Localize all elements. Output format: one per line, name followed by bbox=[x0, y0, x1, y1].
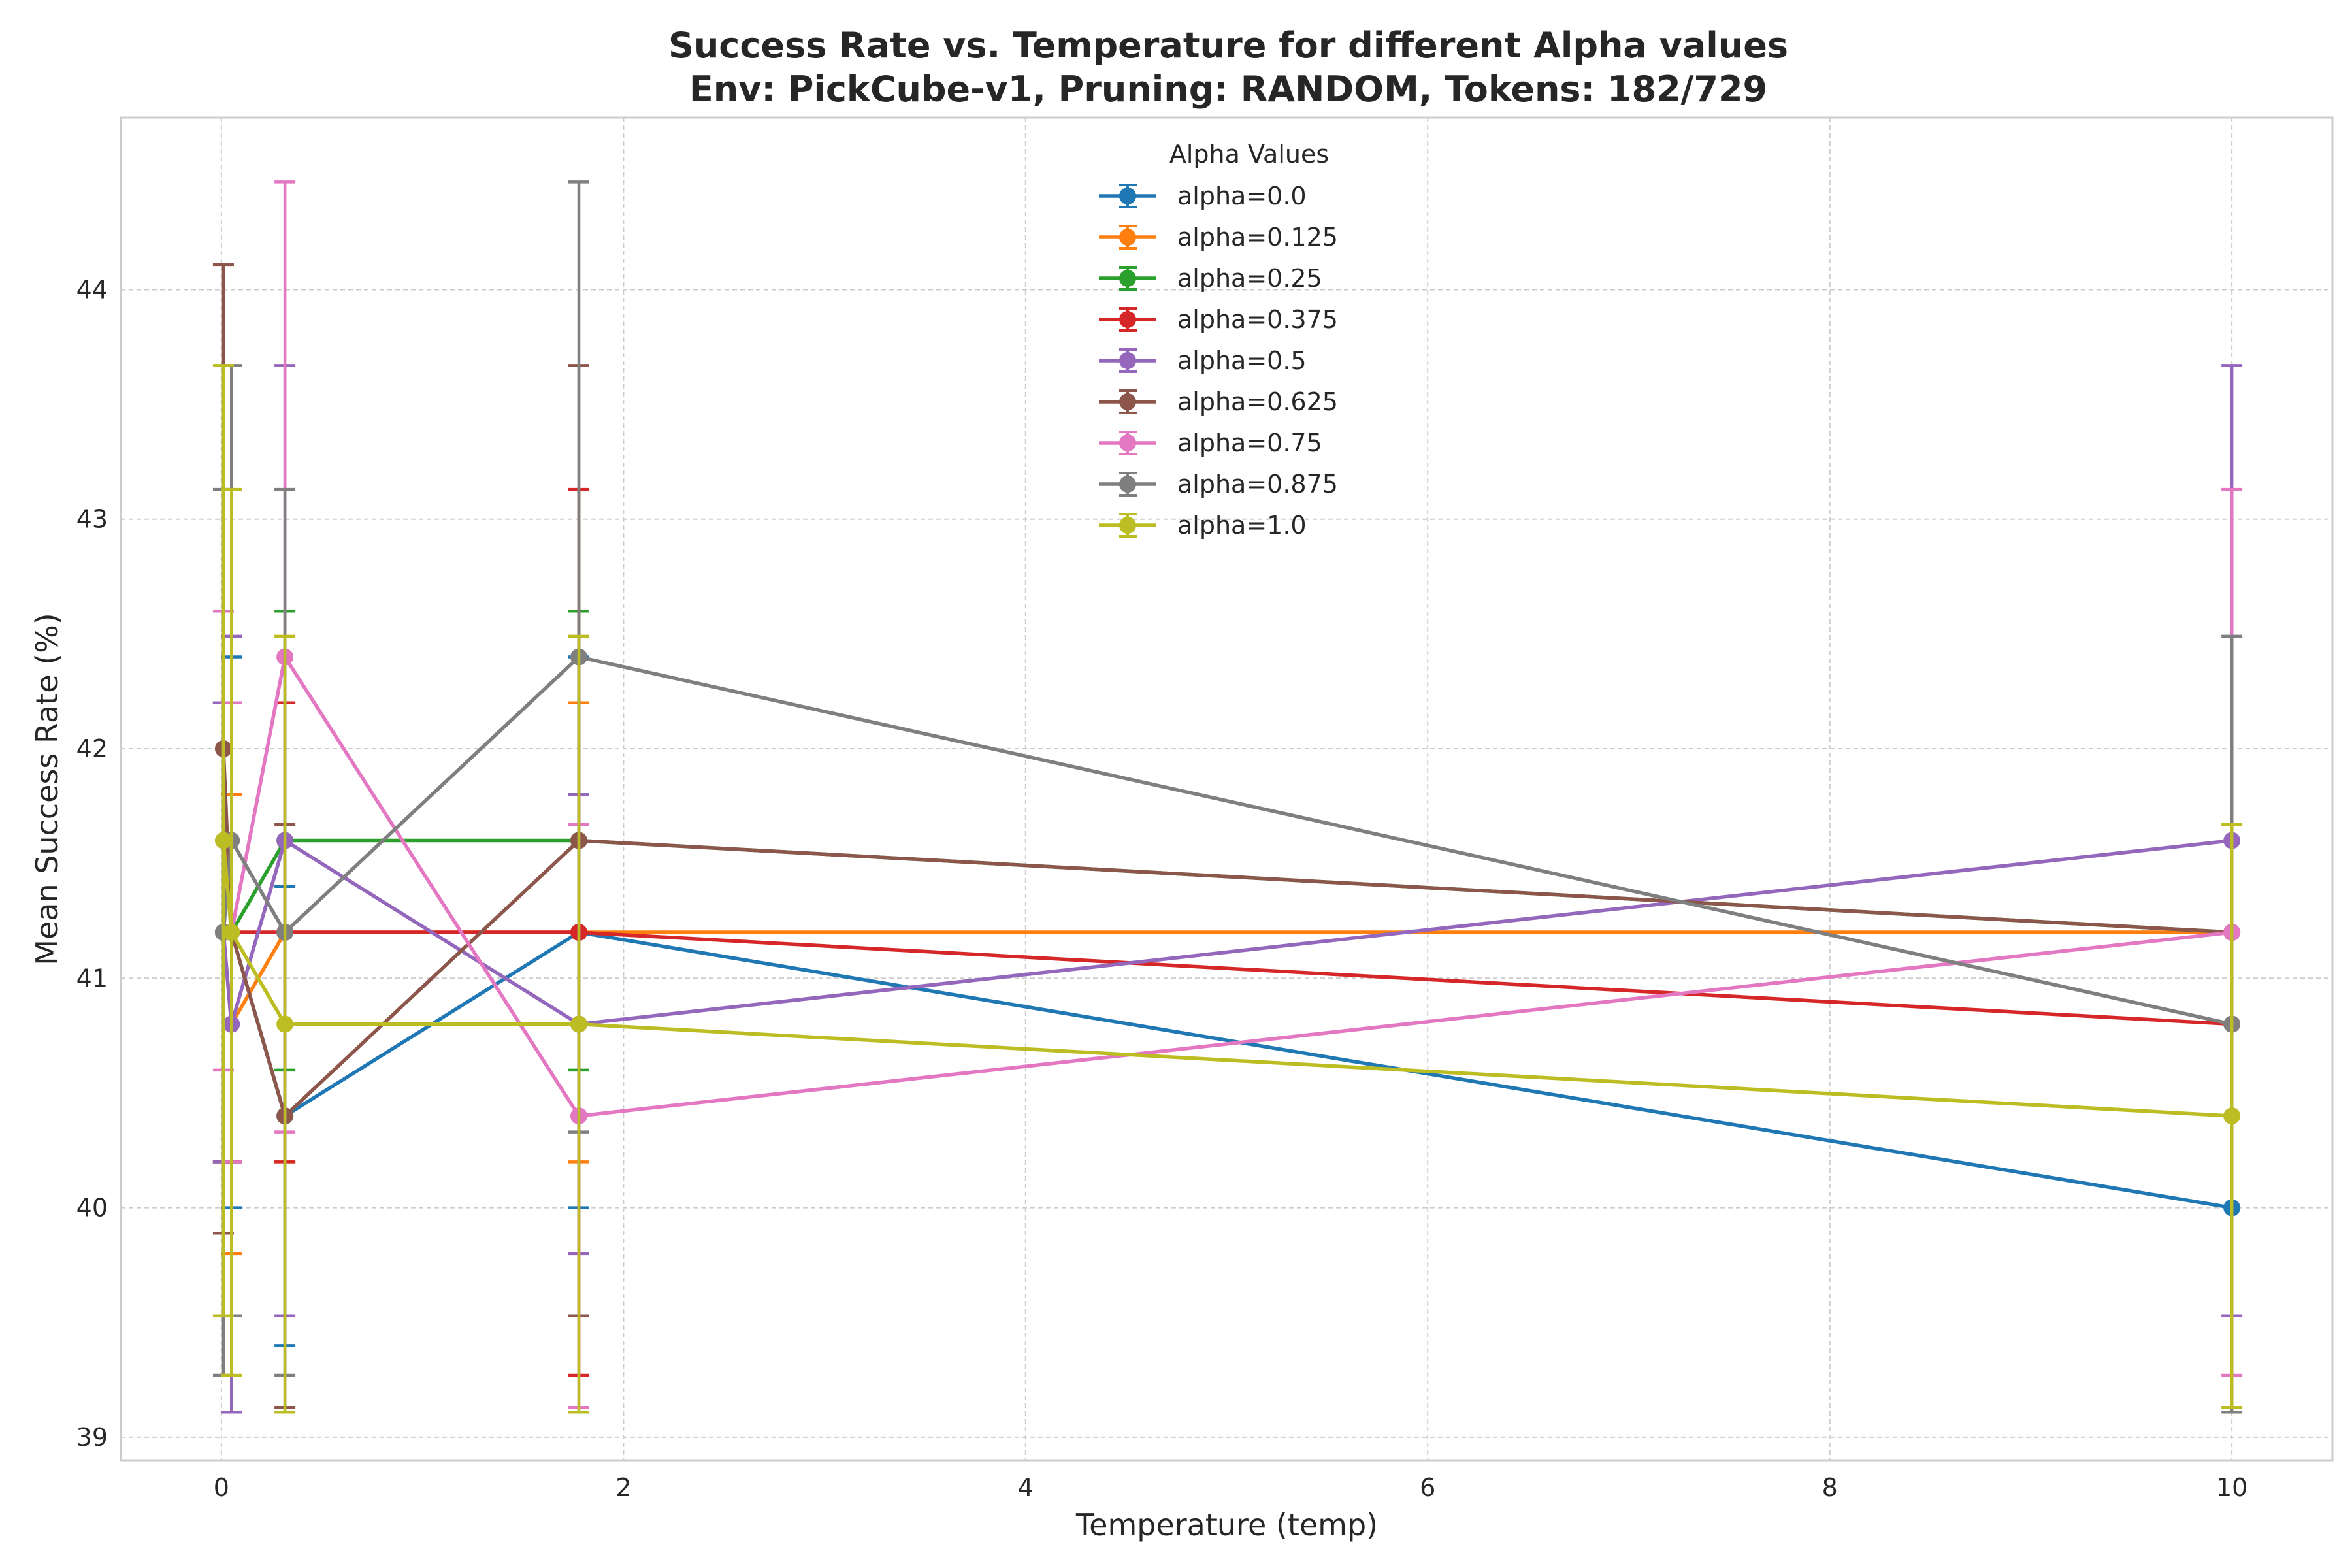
y-tick-label: 41 bbox=[76, 964, 108, 992]
legend-item: alpha=0.625 bbox=[1099, 387, 1338, 416]
x-tick-label: 0 bbox=[214, 1473, 229, 1502]
legend-marker bbox=[1119, 517, 1136, 534]
data-point bbox=[2223, 1107, 2241, 1125]
legend-label: alpha=0.0 bbox=[1177, 182, 1307, 210]
plot-frame bbox=[120, 116, 2334, 1462]
series-alpha-0-25 bbox=[212, 610, 2241, 1164]
x-tick-label: 6 bbox=[1420, 1473, 1435, 1502]
legend: Alpha Values alpha=0.0alpha=0.125alpha=0… bbox=[1099, 140, 1338, 540]
legend-label: alpha=0.75 bbox=[1177, 429, 1322, 457]
legend-item: alpha=0.0 bbox=[1099, 182, 1307, 210]
legend-marker bbox=[1119, 434, 1136, 451]
legend-marker bbox=[1119, 393, 1136, 410]
legend-label: alpha=0.25 bbox=[1177, 264, 1322, 293]
data-point bbox=[570, 1015, 588, 1033]
legend-item: alpha=0.5 bbox=[1099, 346, 1307, 375]
series-line bbox=[223, 930, 2232, 1210]
series-line bbox=[221, 655, 2232, 1118]
x-tick-label: 8 bbox=[1822, 1473, 1838, 1502]
legend-label: alpha=0.125 bbox=[1177, 223, 1338, 252]
y-axis-label: Mean Success Rate (%) bbox=[29, 613, 65, 965]
legend-marker bbox=[1119, 229, 1136, 246]
legend-marker bbox=[1119, 311, 1136, 328]
legend-marker bbox=[1119, 352, 1136, 369]
legend-item: alpha=0.75 bbox=[1099, 429, 1322, 457]
y-tick-label: 40 bbox=[76, 1194, 108, 1222]
legend-item: alpha=0.25 bbox=[1099, 264, 1322, 293]
legend-label: alpha=1.0 bbox=[1177, 511, 1307, 540]
legend-item: alpha=0.875 bbox=[1099, 470, 1338, 498]
y-tick-labels: 39 40 41 42 43 44 bbox=[76, 275, 108, 1451]
x-axis-label: Temperature (temp) bbox=[1075, 1507, 1378, 1543]
legend-marker bbox=[1119, 476, 1136, 493]
y-tick-label: 43 bbox=[76, 505, 108, 534]
legend-label: alpha=0.375 bbox=[1177, 305, 1338, 334]
x-tick-label: 10 bbox=[2216, 1473, 2247, 1502]
y-tick-label: 42 bbox=[76, 734, 108, 763]
chart-title-line1: Success Rate vs. Temperature for differe… bbox=[668, 25, 1788, 66]
x-tick-label: 4 bbox=[1018, 1473, 1034, 1502]
y-tick-label: 39 bbox=[76, 1423, 108, 1452]
legend-marker bbox=[1119, 270, 1136, 287]
series-alpha-0-0 bbox=[212, 655, 2241, 1347]
legend-marker bbox=[1119, 188, 1136, 204]
chart-title-line2: Env: PickCube-v1, Pruning: RANDOM, Token… bbox=[689, 69, 1767, 110]
x-tick-labels: 0 2 4 6 8 10 bbox=[214, 1473, 2248, 1502]
series-alpha-1-0 bbox=[212, 364, 2243, 1414]
legend-item: alpha=0.375 bbox=[1099, 305, 1338, 334]
series-line bbox=[223, 838, 2232, 934]
legend-item: alpha=0.125 bbox=[1099, 223, 1338, 252]
data-point bbox=[276, 1015, 294, 1033]
y-tick-label: 44 bbox=[76, 275, 108, 304]
data-point bbox=[214, 832, 232, 849]
legend-label: alpha=0.5 bbox=[1177, 346, 1307, 375]
legend-label: alpha=0.625 bbox=[1177, 387, 1338, 416]
legend-label: alpha=0.875 bbox=[1177, 470, 1338, 498]
legend-items: alpha=0.0 alpha=0.125 alpha=0.25 alpha=0.37… bbox=[1099, 182, 1338, 540]
data-point bbox=[223, 924, 240, 941]
series-layer bbox=[212, 180, 2243, 1414]
x-tick-label: 2 bbox=[615, 1473, 631, 1502]
legend-title: Alpha Values bbox=[1169, 140, 1329, 169]
legend-item: alpha=1.0 bbox=[1099, 511, 1307, 540]
